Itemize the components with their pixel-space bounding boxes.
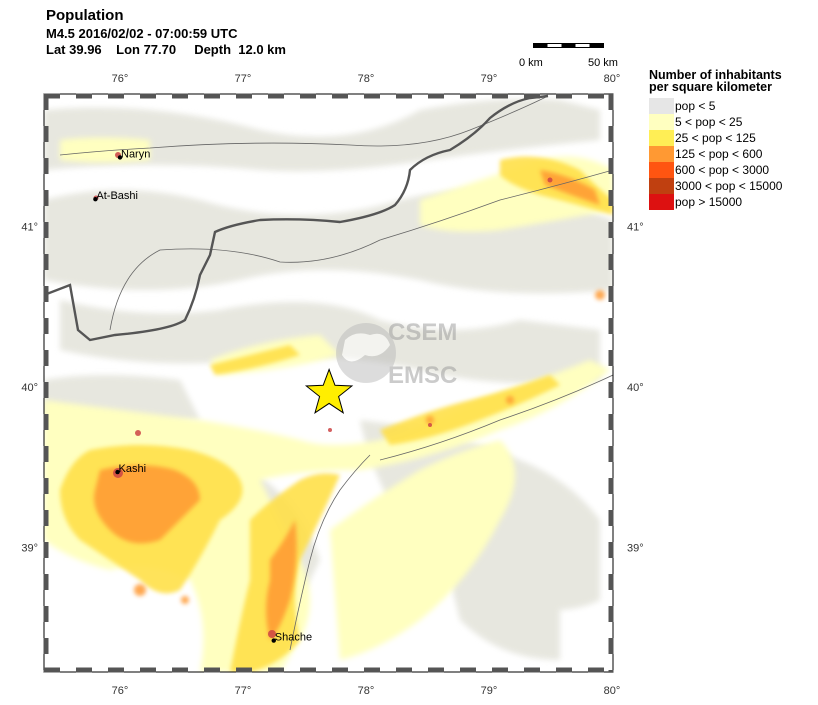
legend-items: pop < 5 5 < pop < 25 25 < pop < 125 125 < p… xyxy=(649,98,814,210)
bottom-lon-tick-label: 79° xyxy=(481,685,498,697)
watermark-line2: EMSC xyxy=(388,362,457,389)
map-frame xyxy=(43,93,614,673)
legend-item: 5 < pop < 25 xyxy=(649,114,814,130)
scale-right-label: 50 km xyxy=(588,57,618,69)
legend-label: pop < 5 xyxy=(675,99,716,113)
top-lon-tick-label: 79° xyxy=(481,73,498,85)
city-dot xyxy=(93,197,98,202)
city-dot xyxy=(115,469,120,475)
legend-swatch xyxy=(649,178,674,194)
legend-item: 600 < pop < 3000 xyxy=(649,162,814,178)
top-lon-tick-label: 76° xyxy=(112,73,129,85)
legend-swatch xyxy=(649,194,674,210)
bottom-lon-tick-label: 78° xyxy=(358,685,375,697)
legend-label: 25 < pop < 125 xyxy=(675,131,756,145)
legend-label: 125 < pop < 600 xyxy=(675,147,763,161)
legend-swatch xyxy=(649,146,674,162)
legend-title: Number of inhabitants per square kilomet… xyxy=(649,68,814,94)
event-info-line: M4.5 2016/02/02 - 07:00:59 UTC xyxy=(46,26,238,41)
legend-swatch xyxy=(649,162,674,178)
right-lat-tick-label: 41° xyxy=(627,222,644,234)
bottom-lon-tick-label: 77° xyxy=(235,685,252,697)
lon-value: 77.70 xyxy=(143,42,177,57)
left-lat-tick-label: 39° xyxy=(21,543,38,555)
scale-left-label: 0 km xyxy=(519,57,543,69)
legend-label: 5 < pop < 25 xyxy=(675,115,743,129)
city-markers: Naryn At-Bashi Kashi Shache xyxy=(93,148,312,644)
bottom-lon-tick-label: 80° xyxy=(604,685,621,697)
population-layer xyxy=(44,98,613,672)
axis-tick-labels: 76° 76° 77° 77° 78° 78° 79° 79° 80° 80° 41° 41° 40° 4… xyxy=(21,73,643,697)
watermark-line1: CSEM xyxy=(388,319,457,346)
watermark: CSEM EMSC xyxy=(336,319,457,389)
right-lat-tick-label: 40° xyxy=(627,382,644,394)
right-lat-tick-label: 39° xyxy=(627,543,644,555)
legend-item: 25 < pop < 125 xyxy=(649,130,814,146)
event-location-line: Lat 39.96 Lon 77.70 Depth 12.0 km xyxy=(46,42,286,57)
legend-item: 3000 < pop < 15000 xyxy=(649,178,814,194)
top-lon-tick-label: 77° xyxy=(235,73,252,85)
bottom-lon-tick-label: 76° xyxy=(112,685,129,697)
legend-swatch xyxy=(649,98,674,114)
legend: Number of inhabitants per square kilomet… xyxy=(649,69,814,210)
city-label: Kashi xyxy=(119,463,147,475)
city-label: Shache xyxy=(275,632,312,644)
city-label: At-Bashi xyxy=(96,190,138,202)
left-lat-tick-label: 41° xyxy=(21,222,38,234)
lat-value: 39.96 xyxy=(69,42,102,57)
river-lines xyxy=(59,95,613,651)
left-lat-tick-label: 40° xyxy=(21,382,38,394)
legend-title-line2: per square kilometer xyxy=(649,80,772,94)
map-title: Population xyxy=(46,7,124,24)
legend-title-line1: Number of inhabitants xyxy=(649,68,782,82)
legend-item: 125 < pop < 600 xyxy=(649,146,814,162)
lon-label: Lon xyxy=(116,42,140,57)
depth-label: Depth xyxy=(194,42,232,57)
city-label: Naryn xyxy=(121,148,150,160)
scale-bar: 0 km 50 km xyxy=(514,40,624,70)
legend-item: pop > 15000 xyxy=(649,194,814,210)
city-dot xyxy=(271,638,276,643)
legend-item: pop < 5 xyxy=(649,98,814,114)
depth-value: 12.0 km xyxy=(238,42,286,57)
lat-label: Lat xyxy=(46,42,66,57)
top-lon-tick-label: 80° xyxy=(604,73,621,85)
legend-label: pop > 15000 xyxy=(675,195,743,209)
star-icon[interactable] xyxy=(304,367,354,414)
legend-swatch xyxy=(649,114,674,130)
scale-bar-graphic xyxy=(533,43,604,48)
country-border xyxy=(44,94,549,342)
legend-label: 600 < pop < 3000 xyxy=(675,163,770,177)
legend-swatch xyxy=(649,130,674,146)
legend-label: 3000 < pop < 15000 xyxy=(675,179,783,193)
top-lon-tick-label: 78° xyxy=(358,73,375,85)
city-dot xyxy=(117,155,123,160)
